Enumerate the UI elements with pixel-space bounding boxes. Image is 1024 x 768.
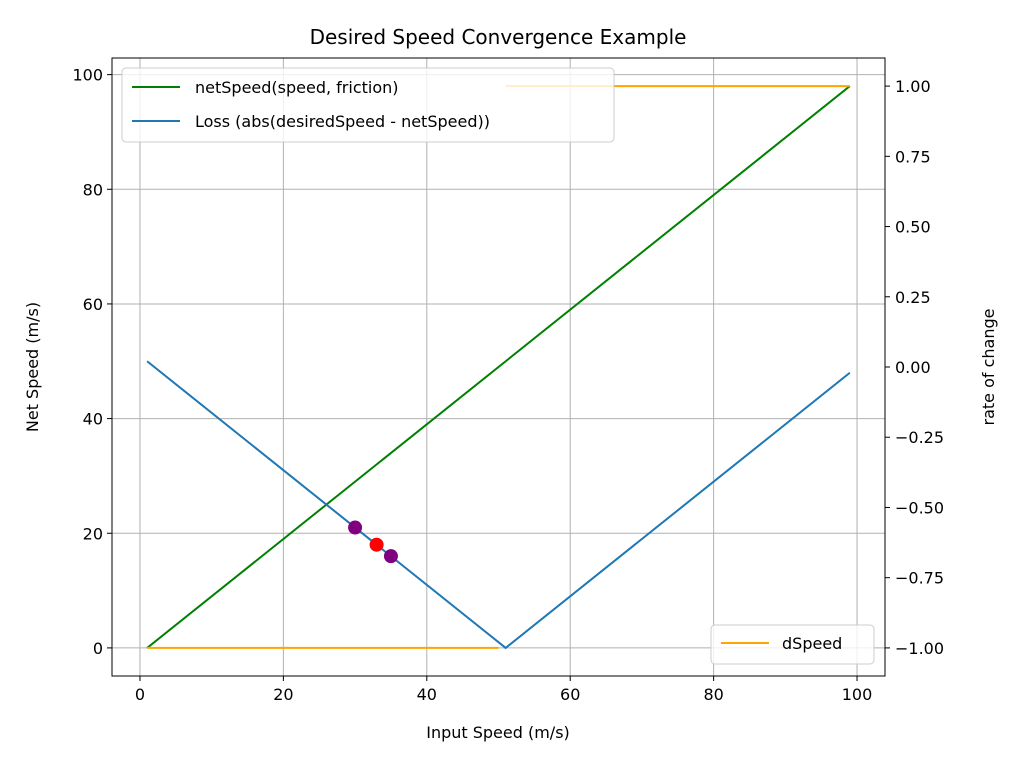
x-tick-label: 80 (703, 685, 723, 704)
x-axis-label: Input Speed (m/s) (426, 723, 570, 742)
tick-layer: 0 20 40 60 80 100 0 20 40 60 80 100 1.00 0.75 0.50 0.25… (72, 66, 944, 704)
y2-axis-label: rate of change (979, 309, 998, 426)
legend-label-loss: Loss (abs(desiredSpeed - netSpeed)) (195, 112, 490, 131)
x-tick-label: 40 (417, 685, 437, 704)
y2-tick-label: −1.00 (895, 639, 944, 658)
y-tick-label: 60 (83, 295, 103, 314)
y-tick-label: 80 (83, 180, 103, 199)
y2-tick-label: 0.25 (895, 288, 931, 307)
y-tick-label: 20 (83, 524, 103, 543)
legend-dspeed-box (710, 624, 875, 665)
legend-main-box (121, 67, 615, 143)
x-tick-label: 0 (135, 685, 145, 704)
marker-layer (348, 520, 398, 564)
legend-main: netSpeed(speed, friction) Loss (abs(desi… (121, 67, 615, 143)
data-point-marker (383, 549, 398, 564)
x-tick-label: 20 (273, 685, 293, 704)
series-line-1 (146, 360, 851, 650)
y-tick-label: 0 (93, 639, 103, 658)
y-tick-label: 100 (72, 66, 103, 85)
series-layer (146, 85, 851, 650)
y2-tick-label: −0.25 (895, 428, 944, 447)
legend-label-dspeed: dSpeed (782, 634, 842, 653)
data-point-marker (369, 537, 384, 552)
y2-tick-label: 1.00 (895, 77, 931, 96)
y-axis-label: Net Speed (m/s) (23, 302, 42, 432)
x-tick-label: 60 (560, 685, 580, 704)
legend-dspeed: dSpeed (710, 624, 875, 665)
y2-tick-label: 0.75 (895, 147, 931, 166)
chart-title: Desired Speed Convergence Example (310, 25, 687, 49)
y-tick-label: 40 (83, 410, 103, 429)
x-tick-label: 100 (842, 685, 873, 704)
y2-tick-label: −0.50 (895, 498, 944, 517)
series-line-0 (146, 85, 851, 649)
y2-tick-label: 0.00 (895, 358, 931, 377)
data-point-marker (348, 520, 363, 535)
y2-tick-label: −0.75 (895, 569, 944, 588)
legend-label-netspeed: netSpeed(speed, friction) (195, 78, 399, 97)
y2-tick-label: 0.50 (895, 218, 931, 237)
